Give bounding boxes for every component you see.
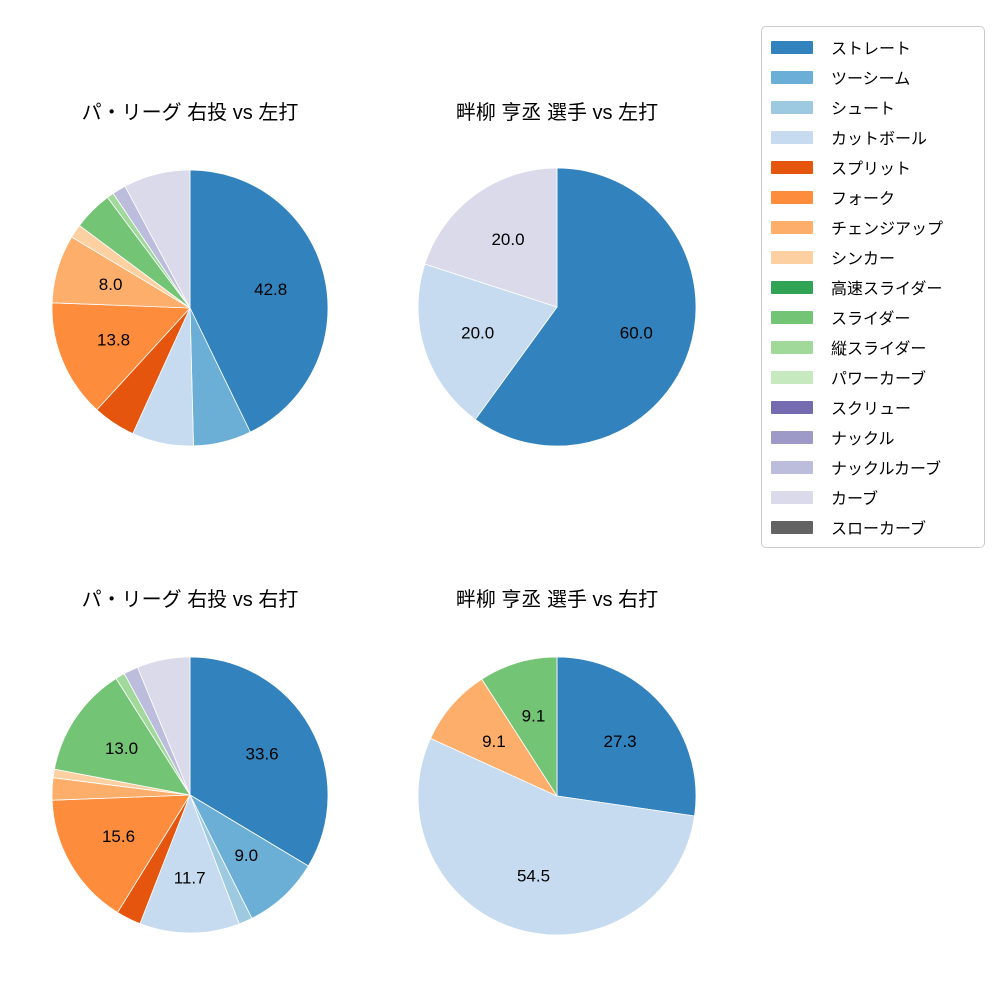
pie-slice-ストレート	[474, 167, 697, 447]
pie-value-label: 33.6	[246, 745, 279, 764]
legend-label: ツーシーム	[831, 71, 911, 88]
pie-value-label: 9.0	[234, 846, 258, 865]
legend-swatch	[771, 130, 813, 144]
legend-swatch	[771, 250, 813, 264]
legend-item: ストレート	[762, 32, 984, 62]
pie-slice-カットボール	[139, 794, 240, 934]
legend-label: ストレート	[831, 41, 912, 58]
pie-slice-ストレート	[189, 656, 329, 867]
pie-slice-フォーク	[51, 302, 191, 411]
pie-slice-カーブ	[137, 656, 191, 796]
chart-title-player-vs-left: 畔柳 亨丞 選手 vs 左打	[455, 102, 659, 124]
chart-title-player-vs-right: 畔柳 亨丞 選手 vs 右打	[455, 589, 659, 611]
pie-slice-カーブ	[124, 169, 191, 309]
pie-slice-スライダー	[481, 656, 558, 797]
legend-swatch	[771, 430, 813, 444]
legend-label: カットボール	[831, 131, 928, 148]
legend-swatch	[771, 70, 813, 84]
legend-swatch	[771, 280, 813, 294]
legend-swatch	[771, 370, 813, 384]
legend-item: スクリュー	[762, 392, 984, 422]
legend-swatch	[771, 220, 813, 234]
pie-slice-ストレート	[556, 656, 697, 817]
legend-item: チェンジアップ	[762, 212, 984, 242]
legend-item: シュート	[762, 92, 984, 122]
pie-slice-ストレート	[189, 169, 329, 433]
chart-title-pa-league-vs-right: パ・リーグ 右投 vs 右打	[81, 589, 299, 611]
legend-label: カーブ	[831, 491, 879, 508]
chart-title-pa-league-vs-left: パ・リーグ 右投 vs 左打	[81, 102, 299, 124]
legend-label: チェンジアップ	[831, 221, 944, 238]
legend-item: カーブ	[762, 482, 984, 512]
pie-value-label: 27.3	[604, 732, 637, 751]
pie-value-label: 15.6	[102, 827, 135, 846]
pie-value-label: 20.0	[491, 230, 524, 249]
legend-label: 高速スライダー	[831, 281, 943, 298]
pie-value-label: 8.0	[99, 275, 123, 294]
pie-chart-player-vs-right: 27.3 54.5 9.1 9.1	[417, 656, 697, 936]
legend-item: フォーク	[762, 182, 984, 212]
legend-item: パワーカーブ	[762, 362, 984, 392]
legend-swatch	[771, 160, 813, 174]
legend-swatch	[771, 340, 813, 354]
legend-label: フォーク	[831, 191, 896, 208]
pie-value-label: 11.7	[174, 868, 206, 887]
legend-item: カットボール	[762, 122, 984, 152]
legend-swatch	[771, 40, 813, 54]
pie-value-label: 60.0	[620, 323, 653, 342]
legend-swatch	[771, 490, 813, 504]
legend-label: シュート	[831, 101, 896, 118]
legend-item: シンカー	[762, 242, 984, 272]
legend-swatch	[771, 190, 813, 204]
pie-value-label: 13.8	[97, 330, 130, 349]
pie-slice-フォーク	[51, 794, 191, 913]
pie-slice-スライダー	[54, 678, 191, 796]
legend-swatch	[771, 400, 813, 414]
legend-label: スクリュー	[831, 401, 912, 418]
pie-slice-カットボール	[417, 263, 558, 420]
legend-label: 縦スライダー	[831, 341, 927, 358]
pie-value-label: 9.1	[522, 707, 546, 726]
legend-item: ナックルカーブ	[762, 452, 984, 482]
legend-label: スプリット	[831, 161, 912, 178]
legend-label: ナックル	[831, 431, 895, 448]
pie-chart-pa-league-vs-left: 42.8 13.8 8.0	[51, 169, 329, 447]
pie-slice-カットボール	[417, 738, 695, 936]
legend-label: パワーカーブ	[831, 371, 927, 388]
legend-label: ナックルカーブ	[831, 461, 942, 478]
legend-item: ツーシーム	[762, 62, 984, 92]
legend-item: スプリット	[762, 152, 984, 182]
legend-label: スローカーブ	[831, 521, 927, 538]
pie-value-label: 20.0	[461, 323, 494, 342]
legend-swatch	[771, 100, 813, 114]
pie-value-label: 54.5	[517, 867, 550, 886]
pie-slice-カーブ	[424, 167, 558, 308]
pie-value-label: 13.0	[105, 739, 138, 758]
legend-item: 高速スライダー	[762, 272, 984, 302]
pie-value-label: 9.1	[482, 732, 506, 751]
legend: ストレートツーシームシュートカットボール スプリットフォークチェンジアップ シンカー…	[761, 26, 985, 548]
pie-chart-pa-league-vs-right: 33.6 9.0 11.7 15.6 13.0	[51, 656, 329, 934]
legend-label: スライダー	[831, 311, 911, 328]
legend-item: スライダー	[762, 302, 984, 332]
legend-label: シンカー	[831, 251, 896, 268]
legend-swatch	[771, 460, 813, 474]
pie-value-label: 42.8	[254, 280, 287, 299]
pie-chart-player-vs-left: 60.0 20.0 20.0	[417, 167, 697, 447]
legend-swatch	[771, 520, 813, 534]
pie-slice-チェンジアップ	[430, 678, 558, 797]
legend-item: ナックル	[762, 422, 984, 452]
legend-item: 縦スライダー	[762, 332, 984, 362]
legend-swatch	[771, 310, 813, 324]
legend-item: スローカーブ	[762, 512, 984, 542]
